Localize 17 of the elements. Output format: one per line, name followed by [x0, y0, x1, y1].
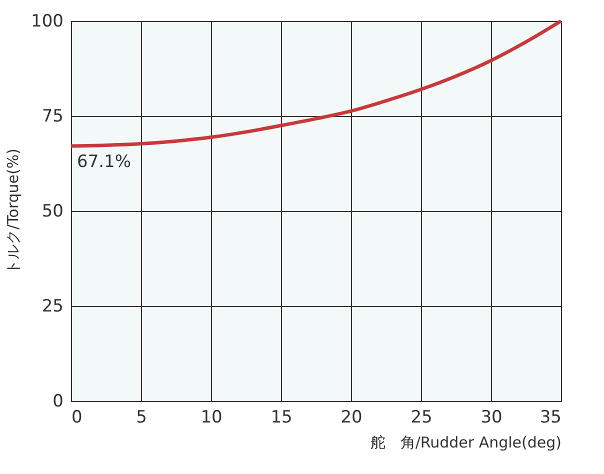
- x-axis-title: 舵 角/Rudder Angle(deg): [370, 434, 562, 452]
- y-tick-label: 50: [42, 202, 64, 222]
- y-tick-label: 25: [42, 296, 64, 316]
- y-axis-title: トルク/Torque(%): [4, 148, 22, 274]
- line-series: [69, 19, 563, 148]
- y-tick-label: 75: [42, 106, 64, 126]
- x-tick-label: 10: [200, 408, 222, 428]
- x-tick-label: 30: [480, 408, 502, 428]
- x-tick-label: 25: [410, 408, 432, 428]
- x-tick-label: 0: [72, 408, 82, 428]
- x-tick-label: 35: [540, 408, 562, 428]
- y-tick-label: 0: [52, 392, 64, 412]
- x-tick-label: 5: [136, 408, 147, 428]
- x-tick-label: 15: [270, 408, 292, 428]
- annotation: 67.1%: [77, 152, 132, 172]
- y-tick-label: 100: [31, 12, 64, 32]
- x-tick-label: 20: [340, 408, 362, 428]
